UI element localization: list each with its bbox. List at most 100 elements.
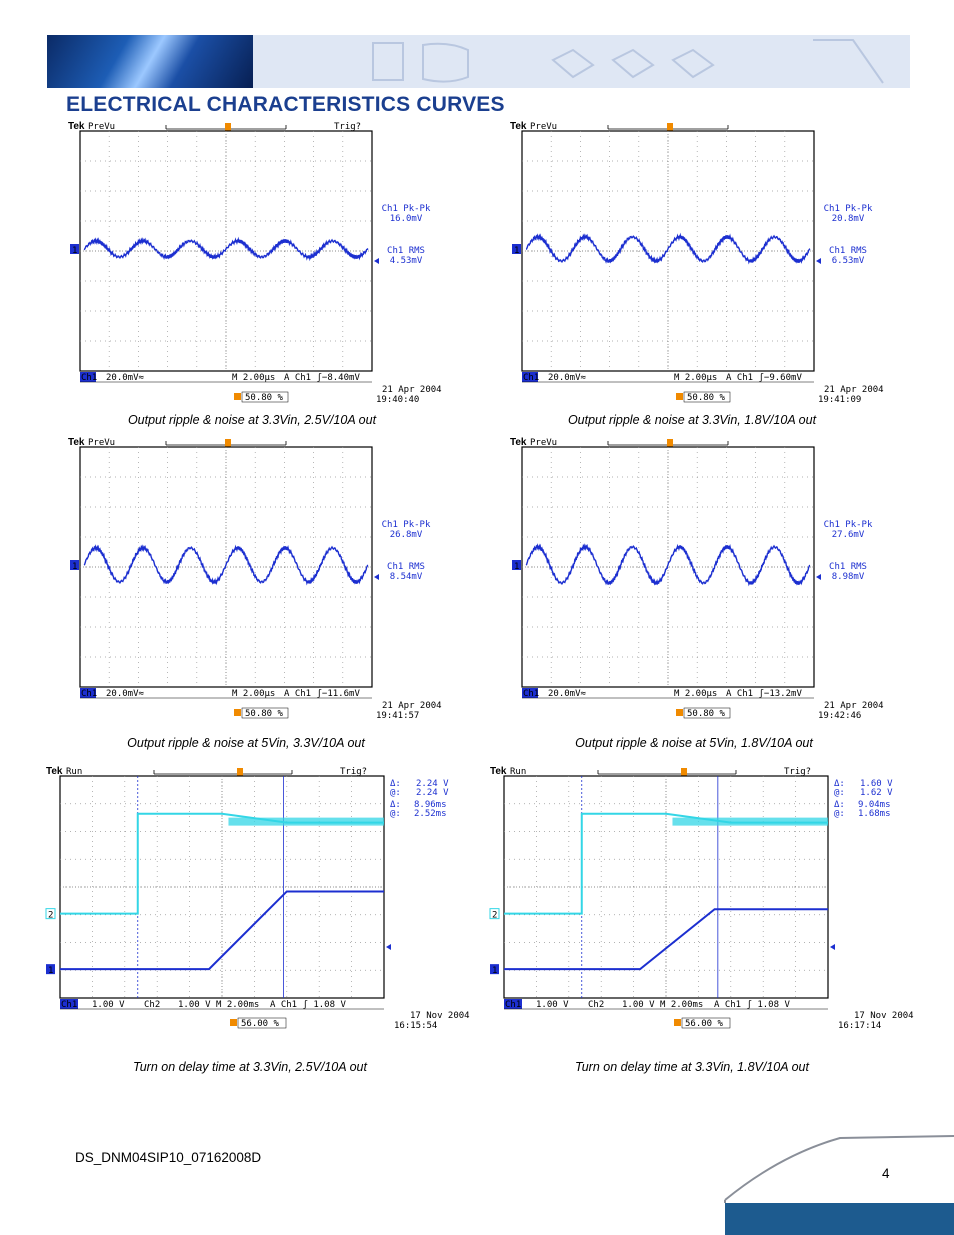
acquisition-mode: PreVu xyxy=(530,122,557,132)
oscilloscope-ripple-4: Tek PreVu 1 Ch1 Pk-Pk 27.6mV Ch1 RMS 8.98mV Ch1… xyxy=(508,435,884,721)
ch2-vertical-scale: 1.00 V xyxy=(178,1000,211,1010)
cursor-at-t-label: @: xyxy=(834,809,845,819)
brand-label: Tek xyxy=(68,121,85,132)
capture-time: 19:42:46 xyxy=(818,711,861,721)
cursor-delta-t-value: 8.96ms xyxy=(414,800,447,810)
capture-time: 16:17:14 xyxy=(838,1021,881,1031)
ch2-vertical-scale: 1.00 V xyxy=(622,1000,655,1010)
ch1-ripple-trace xyxy=(83,236,369,262)
cursor-at-v-label: @: xyxy=(834,788,845,798)
ch2-ground-marker: 2 xyxy=(492,911,497,921)
measurement-rms-value: 8.54mV xyxy=(390,572,423,582)
trigger-position-percent: 56.00 % xyxy=(241,1019,280,1029)
capture-date: 21 Apr 2004 xyxy=(382,385,442,395)
ch1-tag: Ch1 xyxy=(505,1000,521,1010)
measurement-pk-pk-label: Ch1 Pk-Pk xyxy=(382,204,431,214)
cursor-at-t-value: 2.52ms xyxy=(414,809,447,819)
trigger-status: Trig? xyxy=(334,122,361,132)
capture-time: 16:15:54 xyxy=(394,1021,437,1031)
figure-caption: Turn on delay time at 3.3Vin, 2.5V/10A o… xyxy=(133,1060,367,1074)
brand-label: Tek xyxy=(510,437,527,448)
cursor-at-t-value: 1.68ms xyxy=(858,809,891,819)
timebase: M 2.00µs xyxy=(232,689,275,699)
header-banner xyxy=(47,35,910,88)
measurement-rms-label: Ch1 RMS xyxy=(829,246,867,256)
brand-label: Tek xyxy=(46,766,63,777)
measurement-rms-label: Ch1 RMS xyxy=(387,562,425,572)
capture-date: 21 Apr 2004 xyxy=(382,701,442,711)
brand-label: Tek xyxy=(490,766,507,777)
vertical-scale: 20.0mV≈ xyxy=(106,689,145,699)
trigger-status: Trig? xyxy=(340,767,367,777)
header-decoration xyxy=(372,39,884,84)
ch1-output-trace xyxy=(504,908,828,971)
ch1-vertical-scale: 1.00 V xyxy=(536,1000,569,1010)
timebase: M 2.00µs xyxy=(674,373,717,383)
oscilloscope-turn-on-1: Tek Run Trig? 1 2 Δ: 2.24 V @: 2.24 V Δ: 8.96ms @: 2… xyxy=(44,764,470,1039)
trigger-position-percent: 50.80 % xyxy=(245,393,284,403)
figure-caption: Output ripple & noise at 5Vin, 3.3V/10A … xyxy=(127,736,365,750)
timebase: M 2.00µs xyxy=(232,373,275,383)
ch2-noise-band xyxy=(228,817,384,826)
capture-time: 19:41:09 xyxy=(818,395,861,405)
brand-label: Tek xyxy=(68,437,85,448)
trigger-position-percent: 56.00 % xyxy=(685,1019,724,1029)
cursor-at-v-value: 1.62 V xyxy=(860,788,893,798)
cursor-at-t-label: @: xyxy=(390,809,401,819)
brand-label: Tek xyxy=(510,121,527,132)
cursor-delta-t-label: Δ: xyxy=(390,800,401,810)
trigger-position-marker xyxy=(225,123,231,132)
capture-date: 17 Nov 2004 xyxy=(854,1011,914,1021)
cursor-delta-v-label: Δ: xyxy=(834,779,845,789)
ch1-ripple-trace xyxy=(525,543,811,587)
acquisition-mode: PreVu xyxy=(530,438,557,448)
measurement-rms-label: Ch1 RMS xyxy=(387,246,425,256)
ch1-tag: Ch1 xyxy=(523,373,539,383)
trigger-setting: A Ch1 ʃ−9.60mV xyxy=(726,373,802,383)
timebase: M 2.00ms xyxy=(660,1000,703,1010)
footer-corner-graphic xyxy=(724,1135,954,1235)
ch2-tag: Ch2 xyxy=(144,1000,160,1010)
trigger-position-percent: 50.80 % xyxy=(687,709,726,719)
figure-caption: Output ripple & noise at 3.3Vin, 2.5V/10… xyxy=(127,413,377,427)
document-id: DS_DNM04SIP10_07162008D xyxy=(75,1150,262,1165)
measurement-rms-label: Ch1 RMS xyxy=(829,562,867,572)
cursor-at-v-label: @: xyxy=(390,788,401,798)
timebase: M 2.00ms xyxy=(216,1000,259,1010)
trigger-setting: A Ch1 ʃ 1.08 V xyxy=(714,1000,790,1010)
ch1-ripple-trace xyxy=(525,232,811,265)
measurement-pk-pk-value: 20.8mV xyxy=(832,214,865,224)
trigger-position-percent: 50.80 % xyxy=(687,393,726,403)
capture-date: 17 Nov 2004 xyxy=(410,1011,470,1021)
measurement-pk-pk-value: 26.8mV xyxy=(390,530,423,540)
cursor-delta-t-label: Δ: xyxy=(834,800,845,810)
measurement-pk-pk-label: Ch1 Pk-Pk xyxy=(824,204,873,214)
page-number: 4 xyxy=(882,1166,890,1181)
oscilloscope-ripple-3: Tek PreVu 1 Ch1 Pk-Pk 26.8mV Ch1 RMS 8.54mV Ch1… xyxy=(66,435,442,721)
trigger-position-marker xyxy=(225,439,231,448)
ch1-ground-marker: 1 xyxy=(514,246,519,256)
ch1-tag: Ch1 xyxy=(81,689,97,699)
measurement-pk-pk-label: Ch1 Pk-Pk xyxy=(824,520,873,530)
ch2-ground-marker: 2 xyxy=(48,911,53,921)
acquisition-mode: PreVu xyxy=(88,438,115,448)
trigger-status: Trig? xyxy=(784,767,811,777)
vertical-scale: 20.0mV≈ xyxy=(548,689,587,699)
figure-caption: Output ripple & noise at 3.3Vin, 1.8V/10… xyxy=(567,413,817,427)
capture-time: 19:40:40 xyxy=(376,395,419,405)
cursor-delta-v-label: Δ: xyxy=(390,779,401,789)
trigger-setting: A Ch1 ʃ−8.40mV xyxy=(284,373,360,383)
vertical-scale: 20.0mV≈ xyxy=(548,373,587,383)
cursor-at-v-value: 2.24 V xyxy=(416,788,449,798)
capture-date: 21 Apr 2004 xyxy=(824,385,884,395)
capture-date: 21 Apr 2004 xyxy=(824,701,884,711)
cursor-delta-v-value: 1.60 V xyxy=(860,779,893,789)
ch1-tag: Ch1 xyxy=(81,373,97,383)
ch1-ground-marker: 1 xyxy=(72,562,77,572)
measurement-rms-value: 4.53mV xyxy=(390,256,423,266)
ch1-ground-marker: 1 xyxy=(72,246,77,256)
acquisition-mode: Run xyxy=(510,767,526,777)
ch1-ground-marker: 1 xyxy=(48,966,53,976)
cursor-delta-v-value: 2.24 V xyxy=(416,779,449,789)
capture-time: 19:41:57 xyxy=(376,711,419,721)
